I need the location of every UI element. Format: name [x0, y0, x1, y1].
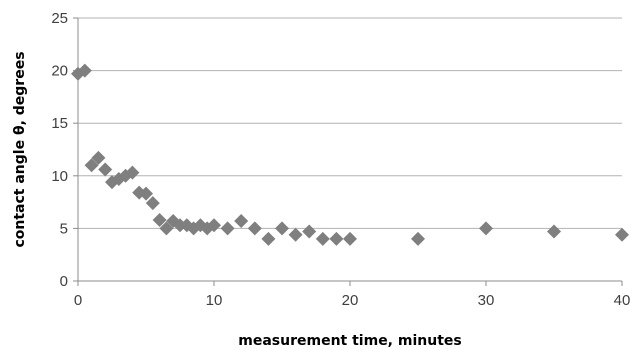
y-axis-title: contact angle θ, degrees: [12, 51, 28, 247]
data-point-0-25: [275, 221, 289, 236]
y-tick-label-3: 15: [51, 115, 68, 132]
x-axis-title: measurement time, minutes: [238, 333, 461, 349]
x-tick-label-2: 20: [342, 292, 359, 309]
data-point-0-31: [411, 231, 425, 246]
data-point-0-7: [118, 168, 133, 183]
x-tick-label-3: 30: [478, 292, 495, 309]
y-tick-label-1: 5: [60, 220, 68, 237]
y-tick-label-4: 20: [51, 63, 68, 80]
data-point-0-21: [220, 221, 235, 236]
y-tick-label-0: 0: [60, 273, 68, 290]
x-tick-label-4: 40: [614, 292, 631, 309]
data-point-0-24: [261, 231, 276, 246]
tick-labels: 0 5 10 15 20 25 0 10 20 30 40: [51, 10, 630, 309]
data-point-0-20: [207, 218, 221, 233]
data-point-0-3: [91, 150, 106, 165]
data-point-0-8: [125, 165, 140, 180]
data-point-0-11: [145, 196, 160, 211]
axes: [73, 17, 623, 286]
data-point-0-10: [139, 186, 153, 201]
data-point-0-22: [234, 214, 249, 229]
data-point-0-4: [98, 162, 113, 177]
data-point-0-27: [302, 224, 317, 239]
data-point-0-33: [547, 224, 561, 239]
data-point-0-26: [288, 227, 303, 242]
data-point-0-30: [343, 231, 357, 246]
data-point-0-32: [479, 221, 493, 236]
data-point-0-2: [84, 158, 99, 173]
data-point-0-1: [77, 63, 92, 78]
data-points: [71, 63, 629, 246]
data-point-0-23: [247, 221, 262, 236]
data-point-0-12: [152, 212, 167, 227]
data-point-0-29: [329, 231, 344, 246]
y-tick-label-5: 25: [51, 10, 68, 27]
data-point-0-13: [159, 221, 174, 236]
x-tick-label-0: 0: [74, 292, 82, 309]
data-point-0-34: [615, 227, 629, 242]
gridlines: [78, 17, 622, 229]
x-tick-label-1: 10: [206, 292, 223, 309]
y-tick-label-2: 10: [51, 168, 68, 185]
data-point-0-28: [315, 231, 330, 246]
